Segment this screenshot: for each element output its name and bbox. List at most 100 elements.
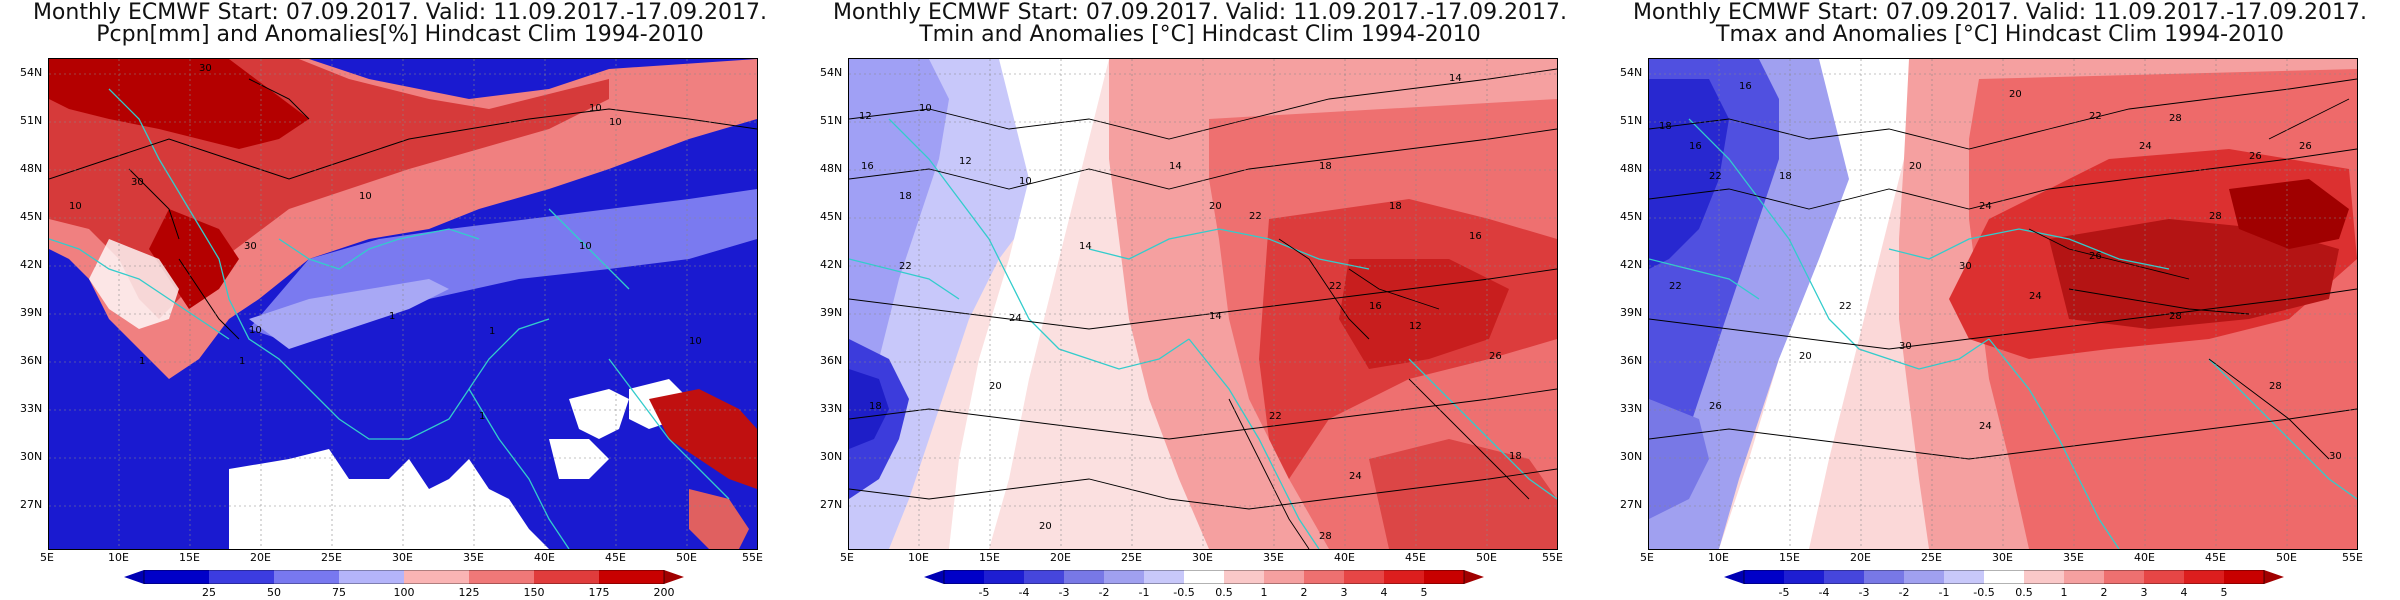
contour-label: 10 — [609, 117, 622, 128]
contour-label: 26 — [2249, 151, 2262, 162]
lat-tick: 39N — [820, 306, 843, 319]
contour-label: 1 — [489, 326, 495, 337]
contour-label: 30 — [199, 63, 212, 74]
colorbar-label: -0.5 — [1973, 586, 1995, 599]
contour-label: 24 — [1979, 421, 1992, 432]
lat-tick: 33N — [820, 402, 843, 415]
lat-tick: 30N — [820, 450, 843, 463]
lon-tick: 35E — [2063, 551, 2084, 564]
contour-label: 10 — [579, 241, 592, 252]
lat-tick: 45N — [20, 210, 43, 223]
contour-label: 24 — [2139, 141, 2152, 152]
contour-label: 16 — [1689, 141, 1702, 152]
contour-label: 10 — [1019, 176, 1032, 187]
contour-label: 20 — [1209, 201, 1222, 212]
lat-tick: 48N — [1620, 162, 1643, 175]
contour-label: 1 — [239, 356, 245, 367]
contour-label: 16 — [1739, 81, 1752, 92]
panel-title-line1: Monthly ECMWF Start: 07.09.2017. Valid: … — [1632, 0, 2368, 25]
lon-tick: 30E — [1192, 551, 1213, 564]
lon-tick: 50E — [676, 551, 697, 564]
colorbar-label: 2 — [2100, 586, 2108, 599]
contour-label: 22 — [1249, 211, 1262, 222]
contour-label: 22 — [1269, 411, 1282, 422]
colorbar-label: -0.5 — [1173, 586, 1195, 599]
colorbar-label: 100 — [393, 586, 415, 599]
map-graphic: 30 10 10 30 10 10 10 30 10 1 1 1 1 1 10 — [49, 59, 757, 549]
lat-tick: 54N — [20, 66, 43, 79]
contour-label: 10 — [919, 103, 932, 114]
contour-label: 22 — [2089, 111, 2102, 122]
contour-label: 12 — [959, 156, 972, 167]
colorbar-label: 4 — [1380, 586, 1388, 599]
lat-tick: 51N — [820, 114, 843, 127]
contour-label: 28 — [2169, 311, 2182, 322]
colorbar-label: 0.5 — [1215, 586, 1233, 599]
colorbar-label: 1 — [1260, 586, 1268, 599]
lat-tick: 42N — [820, 258, 843, 271]
lat-tick: 51N — [20, 114, 43, 127]
colorbar-label: -5 — [978, 586, 990, 599]
contour-label: 30 — [131, 177, 144, 188]
map-graphic: 16 18 20 22 24 26 28 22 18 16 20 24 26 2… — [1649, 59, 2357, 549]
lat-tick: 42N — [1620, 258, 1643, 271]
contour-label: 14 — [1449, 73, 1462, 84]
colorbar-label: -1 — [1938, 586, 1950, 599]
contour-label: 22 — [1669, 281, 1682, 292]
lon-tick: 20E — [1050, 551, 1071, 564]
contour-label: 1 — [139, 356, 145, 367]
contour-label: 16 — [861, 161, 874, 172]
contour-label: 30 — [244, 241, 257, 252]
colorbar — [124, 570, 684, 584]
lon-tick: 35E — [1263, 551, 1284, 564]
panel-title-line1: Monthly ECMWF Start: 07.09.2017. Valid: … — [32, 0, 768, 25]
contour-label: 20 — [1799, 351, 1812, 362]
map-plot-area: 30 10 10 30 10 10 10 30 10 1 1 1 1 1 10 — [48, 58, 758, 550]
colorbar-label: 50 — [267, 586, 281, 599]
colorbar-label: 0.5 — [2015, 586, 2033, 599]
contour-label: 18 — [1389, 201, 1402, 212]
contour-label: 28 — [2169, 113, 2182, 124]
contour-label: 28 — [2269, 381, 2282, 392]
map-panel-tmin: Monthly ECMWF Start: 07.09.2017. Valid: … — [800, 0, 1600, 600]
contour-labels: 30 10 10 30 10 10 10 30 10 1 1 1 1 1 10 — [69, 63, 702, 422]
contour-label: 22 — [1709, 171, 1722, 182]
contour-label: 26 — [1709, 401, 1722, 412]
lat-tick: 30N — [1620, 450, 1643, 463]
contour-label: 22 — [1839, 301, 1852, 312]
colorbar-label: 3 — [2140, 586, 2148, 599]
lon-tick: 40E — [1334, 551, 1355, 564]
lat-tick: 39N — [1620, 306, 1643, 319]
colorbar-label: 25 — [202, 586, 216, 599]
lon-tick: 55E — [1542, 551, 1563, 564]
lat-tick: 33N — [1620, 402, 1643, 415]
contour-label: 20 — [2009, 89, 2022, 100]
contour-label: 16 — [1369, 301, 1382, 312]
lon-tick: 15E — [979, 551, 1000, 564]
panel-title-line2: Tmin and Anomalies [°C] Hindcast Clim 19… — [919, 22, 1481, 47]
lon-tick: 45E — [1405, 551, 1426, 564]
lat-tick: 33N — [20, 402, 43, 415]
lat-tick: 51N — [1620, 114, 1643, 127]
contour-label: 22 — [1329, 281, 1342, 292]
contour-label: 18 — [1659, 121, 1672, 132]
lat-tick: 39N — [20, 306, 43, 319]
lon-tick: 30E — [392, 551, 413, 564]
colorbar-label: -3 — [1058, 586, 1070, 599]
lon-tick: 20E — [250, 551, 271, 564]
lon-tick: 55E — [742, 551, 763, 564]
lon-tick: 40E — [2134, 551, 2155, 564]
colorbar-label: 3 — [1340, 586, 1348, 599]
map-panel-tmax: Monthly ECMWF Start: 07.09.2017. Valid: … — [1600, 0, 2400, 600]
colorbar-label: -4 — [1818, 586, 1830, 599]
contour-labels: 12 10 14 16 12 18 14 18 10 20 22 18 16 1… — [859, 73, 1522, 542]
map-graphic: 12 10 14 16 12 18 14 18 10 20 22 18 16 1… — [849, 59, 1557, 549]
contour-label: 18 — [1319, 161, 1332, 172]
contour-label: 10 — [69, 201, 82, 212]
map-panel-precipitation: Monthly ECMWF Start: 07.09.2017. Valid: … — [0, 0, 800, 600]
lon-tick: 5E — [840, 551, 854, 564]
colorbar-label: 175 — [588, 586, 610, 599]
lon-tick: 10E — [1708, 551, 1729, 564]
lon-tick: 25E — [321, 551, 342, 564]
lon-tick: 15E — [179, 551, 200, 564]
